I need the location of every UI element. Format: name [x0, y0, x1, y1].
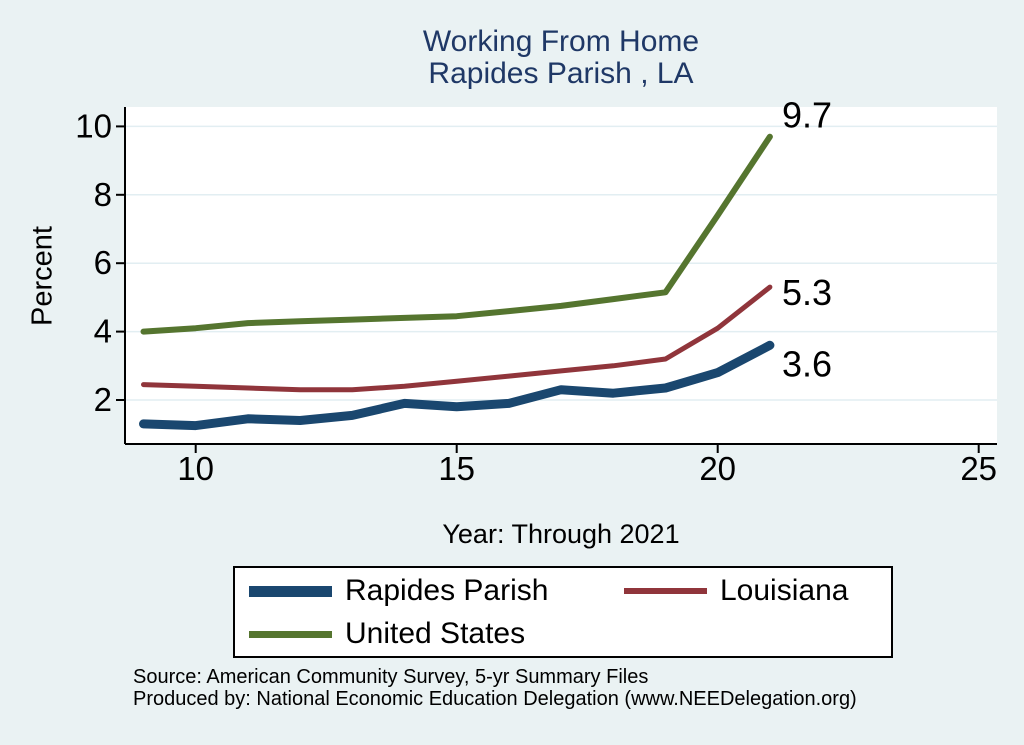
- end-value-label-louisiana: 5.3: [782, 272, 832, 313]
- legend-label-rapides-parish: Rapides Parish: [345, 574, 549, 607]
- legend-swatch-united-states: [249, 630, 332, 638]
- source-note: Source: American Community Survey, 5-yr …: [133, 666, 857, 710]
- y-tick-label-10: 10: [75, 107, 112, 144]
- y-tick-label-4: 4: [94, 313, 112, 350]
- x-axis-label: Year: Through 2021: [442, 519, 680, 549]
- chart-title: Working From Home Rapides Parish , LA: [125, 26, 997, 90]
- x-tick-label-15: 15: [438, 450, 475, 487]
- legend-swatch-rapides-parish: [249, 585, 332, 597]
- y-tick-label-6: 6: [94, 244, 112, 281]
- series-line-rapides-parish: [139, 340, 775, 431]
- y-tick-label-2: 2: [94, 381, 112, 418]
- legend-swatch-louisiana: [624, 588, 707, 594]
- x-tick-label-10: 10: [177, 450, 214, 487]
- legend-label-united-states: United States: [345, 617, 526, 650]
- x-tick-label-20: 20: [699, 450, 736, 487]
- source-line: Source: American Community Survey, 5-yr …: [133, 666, 649, 688]
- x-tick-label-25: 25: [960, 450, 997, 487]
- legend-label-louisiana: Louisiana: [720, 574, 849, 607]
- chart-title-line2: Rapides Parish , LA: [428, 57, 694, 90]
- series-line-united-states: [140, 133, 773, 335]
- series-line-louisiana: [141, 284, 773, 393]
- chart-title-line1: Working From Home: [422, 25, 700, 58]
- end-value-label-rapides-parish: 3.6: [782, 343, 832, 384]
- produced-by-line: Produced by: National Economic Education…: [133, 688, 857, 710]
- y-tick-label-8: 8: [94, 176, 112, 213]
- legend: Rapides Parish Louisiana United States: [233, 566, 893, 658]
- y-axis-label: Percent: [26, 226, 59, 326]
- end-value-label-united-states: 9.7: [782, 95, 832, 136]
